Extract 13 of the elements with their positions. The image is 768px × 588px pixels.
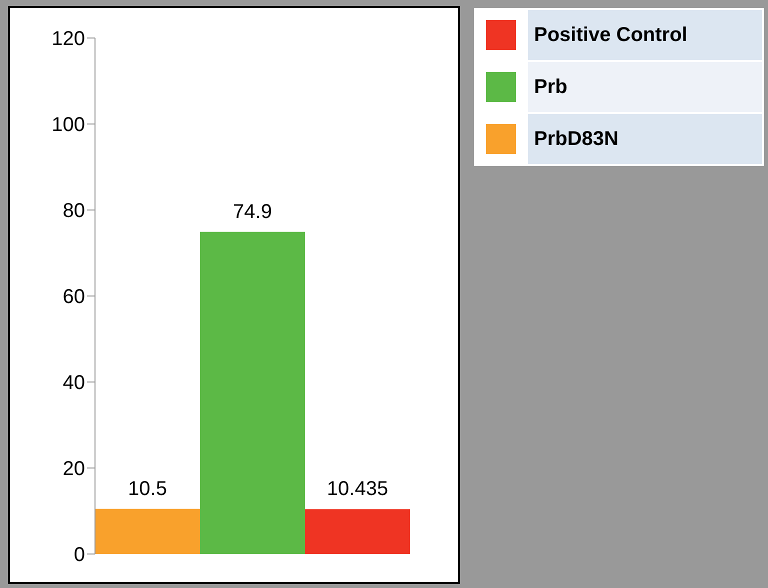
- legend-label: Positive Control: [527, 9, 763, 61]
- y-tick-label: 80: [62, 200, 85, 222]
- legend-label: Prb: [527, 61, 763, 113]
- y-tick-label: 60: [62, 286, 85, 308]
- data-label: 10.435: [326, 478, 388, 500]
- y-tick-label: 20: [62, 458, 85, 480]
- data-label: 74.9: [233, 200, 272, 223]
- data-label: 10.5: [128, 478, 167, 500]
- y-tick-label: 40: [62, 372, 85, 394]
- legend-label: PrbD83N: [527, 113, 763, 165]
- y-tick-label: 0: [74, 544, 85, 566]
- y-tick-label: 100: [52, 114, 85, 136]
- y-tick-label: 120: [52, 28, 85, 50]
